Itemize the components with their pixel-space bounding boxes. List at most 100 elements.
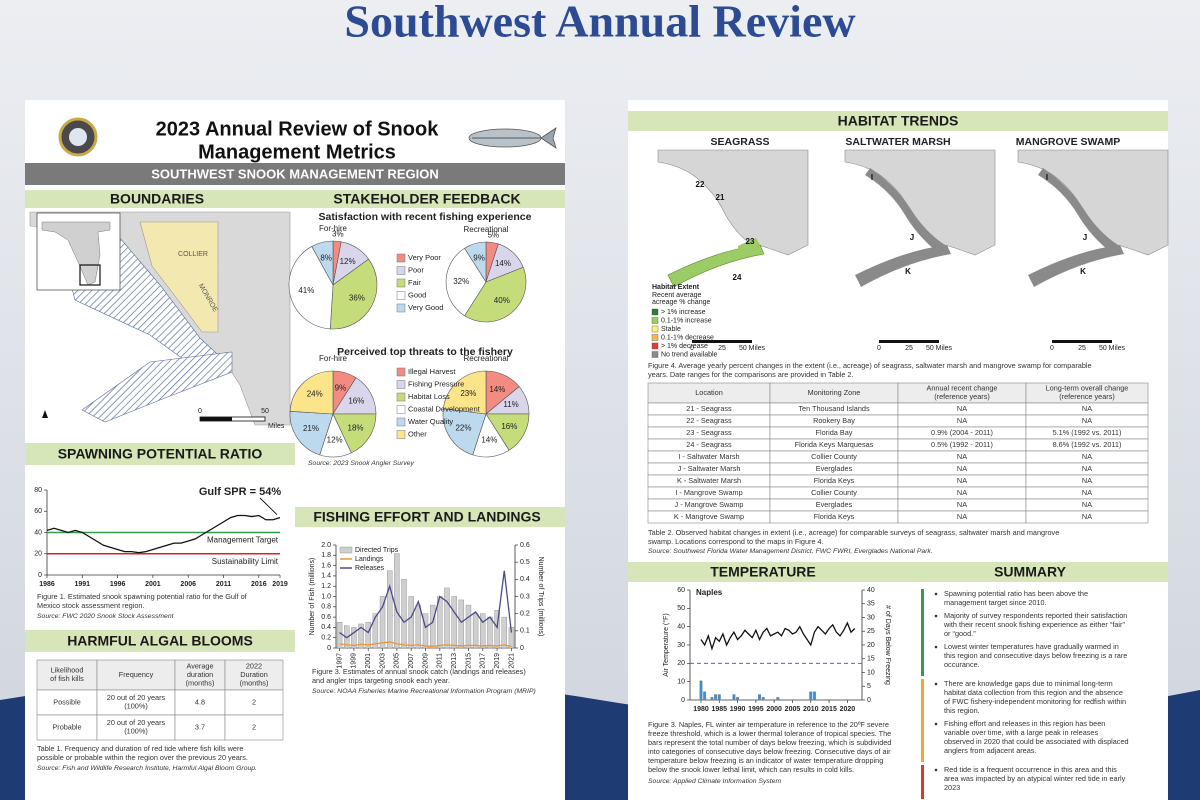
section-band [898, 562, 1168, 582]
series-name: For-hire [319, 354, 348, 363]
table-cell-text: 22 - Seagrass [686, 416, 732, 425]
table-header: duration [187, 670, 213, 679]
scale-label: 0 [690, 345, 694, 352]
table-cell-text: NA [1082, 476, 1092, 485]
bar [372, 613, 379, 649]
bar [458, 599, 465, 649]
table-header: Duration [240, 670, 268, 679]
legend-swatch [396, 417, 406, 427]
series-name: For-hire [319, 224, 348, 233]
bar [415, 604, 422, 649]
x-tick-label: 2000 [766, 706, 782, 713]
bar [358, 623, 364, 649]
table-cell-text: J - Saltwater Marsh [678, 464, 741, 473]
series-name: Recreational [464, 354, 509, 363]
section-band [25, 163, 565, 185]
poster-title: Management Metrics [198, 141, 396, 163]
y2-tick-label: 0.3 [520, 593, 530, 600]
data-label: 14% [495, 259, 511, 268]
table-cell-text: 4.8 [195, 697, 205, 706]
summary-text: variable over time, with a large peak in… [944, 728, 1098, 737]
x-tick-label: 1997 [336, 653, 343, 669]
summary-text: occurance. [944, 660, 980, 669]
boundary-map [29, 211, 291, 426]
x-tick-label: 2013 [451, 653, 458, 669]
bar [812, 691, 816, 701]
bar [758, 694, 762, 701]
x-tick-label: 2005 [394, 653, 401, 669]
bar [379, 596, 386, 649]
legend-label: > 1% decrease [661, 343, 708, 350]
table-cell [36, 689, 98, 716]
source: Source: NOAA Fisheries Marine Recreation… [312, 688, 536, 695]
data-label: 14% [481, 436, 497, 445]
x-tick-label: 2007 [408, 653, 415, 669]
legend-label: Coastal Development [408, 404, 481, 413]
data-label: 12% [340, 257, 356, 266]
bar [717, 694, 721, 701]
mangrove-band [1038, 168, 1118, 250]
summary-text: this region and consecutive days below f… [944, 651, 1127, 660]
table-cell [96, 689, 176, 716]
section-band [628, 562, 898, 582]
caption: Figure 3. Naples, FL winter air temperat… [648, 720, 889, 729]
y-tick-label: 1.2 [321, 583, 331, 590]
caption: Figure 4. Average yearly percent changes… [648, 361, 1092, 370]
table-cell-text: NA [957, 488, 967, 497]
data-label: 22% [455, 423, 471, 432]
caption: Figure 1. Estimated snook spawning poten… [37, 592, 248, 601]
y2-tick-label: 0.2 [520, 611, 530, 618]
bullet [934, 592, 938, 596]
keys-band [855, 245, 951, 287]
section-band [628, 111, 1168, 131]
table-cell [174, 714, 226, 741]
summary-text: Spawning potential ratio has been above … [944, 589, 1088, 598]
table-cell [1025, 510, 1149, 524]
legend-label: 0.1-1% decrease [661, 334, 714, 341]
annotation: Gulf SPR = 54% [199, 486, 281, 498]
y-tick-label: 40 [34, 529, 42, 536]
y2-tick-label: 0 [520, 645, 524, 652]
map-label: 23 [746, 237, 755, 246]
y-tick-label: 60 [34, 508, 42, 515]
pie-slice [329, 258, 378, 330]
table-header-cell [224, 659, 284, 691]
poster-title: 2023 Annual Review of Snook [156, 118, 440, 140]
bar [703, 691, 707, 701]
data-label: 5% [488, 231, 500, 240]
table-cell-text: 20 out of 20 years [107, 693, 166, 702]
y2-tick-label: 20 [867, 642, 875, 649]
data-label: 9% [473, 253, 485, 262]
caption: Mexico stock assessment region. [37, 601, 144, 610]
y-tick-label: 20 [34, 551, 42, 558]
table-cell-text: Everglades [816, 500, 853, 509]
seagrass-band [667, 244, 765, 288]
table-cell-text: 8.6% (1992 vs. 2011) [1053, 440, 1122, 449]
marsh-band [865, 168, 945, 250]
table-cell-text: K - Saltwater Marsh [677, 476, 741, 485]
scale-label: 50 [261, 408, 269, 415]
bar [472, 613, 479, 649]
table-cell-text: NA [1082, 500, 1092, 509]
legend-swatch [396, 392, 406, 402]
y-axis-label: Air Temperature (°F) [662, 613, 670, 676]
y-tick-label: 0.8 [321, 604, 331, 611]
legend-subtitle: Recent average [652, 292, 702, 299]
data-label: 40% [494, 296, 510, 305]
table-cell [224, 689, 284, 716]
legend-swatch [396, 405, 406, 414]
table-cell-text: 0.5% (1992 - 2011) [931, 440, 993, 449]
legend-swatch [396, 380, 406, 389]
table-header: Long-term overall change [1046, 384, 1129, 393]
table-cell-text: Collier County [811, 452, 857, 461]
summary-text: of FWC fishery-independent monitoring fo… [944, 697, 1126, 706]
bar [386, 570, 393, 649]
y2-tick-label: 0.1 [520, 628, 530, 635]
scale-label: 25 [905, 345, 913, 352]
summary-text: anglers from adjacent areas. [944, 746, 1036, 755]
pie-slice [464, 266, 527, 323]
x-tick-label: 2009 [422, 653, 429, 669]
summary-text: or “good.” [944, 629, 976, 638]
data-label: 24% [307, 390, 323, 399]
